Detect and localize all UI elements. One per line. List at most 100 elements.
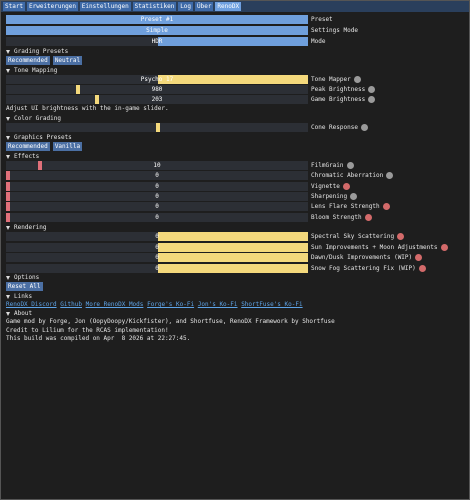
slider-value: 0 — [155, 172, 159, 180]
tab[interactable]: Über — [195, 2, 214, 11]
slider-value: Preset #1 — [140, 16, 174, 23]
slider-label: Bloom Strength — [311, 213, 362, 221]
slider-label: Game Brightness — [311, 96, 366, 103]
slider-grab — [6, 212, 10, 222]
slider[interactable]: 0 — [6, 191, 308, 201]
slider-label: Cone Response — [311, 124, 358, 131]
slider[interactable]: 0 — [6, 242, 308, 252]
slider-label: FilmGrain — [311, 162, 344, 169]
slider[interactable]: Simple — [6, 26, 308, 35]
slider-label: Sun Improvements + Moon Adjustments — [311, 243, 438, 251]
slider-fill — [158, 75, 308, 84]
tab[interactable]: Start — [3, 2, 26, 11]
reset-button[interactable] — [350, 192, 358, 200]
slider-grab — [6, 181, 10, 191]
section-title: Grading Presets — [14, 48, 69, 55]
slider[interactable]: 0 — [6, 181, 308, 191]
about-line: Credit to Lilium for the RCAS implementa… — [6, 326, 169, 334]
slider-grab — [95, 95, 99, 104]
slider[interactable]: 980 — [6, 85, 308, 94]
section-header[interactable]: Color Grading — [4, 114, 466, 123]
slider[interactable]: 0 — [6, 263, 308, 273]
slider-value: HDR — [151, 38, 163, 45]
reset-button[interactable] — [382, 203, 390, 211]
section-header[interactable]: Options — [4, 273, 466, 282]
section-header[interactable]: About — [4, 309, 466, 318]
button[interactable]: Recommended — [6, 142, 50, 151]
button[interactable]: Vanilla — [52, 142, 83, 151]
slider[interactable]: Psycho 17 — [6, 75, 308, 84]
slider[interactable]: 0 — [6, 232, 308, 241]
slider[interactable]: 203 — [6, 95, 308, 104]
slider-fill — [158, 37, 308, 46]
reset-button[interactable] — [440, 243, 448, 251]
about-line: This build was compiled on Apr 8 2026 at… — [6, 335, 191, 342]
link[interactable]: Forge's Ko-Fi — [147, 301, 195, 308]
slider-value: 203 — [151, 96, 163, 103]
reset-button[interactable] — [418, 264, 426, 272]
section-title: Rendering — [14, 224, 47, 231]
slider-label: Spectral Sky Scattering — [311, 233, 395, 240]
button[interactable]: Reset All — [6, 282, 43, 291]
slider-label: Mode — [311, 38, 326, 45]
tab[interactable]: RenoDX — [215, 2, 242, 11]
section-header[interactable]: Rendering — [4, 223, 466, 232]
slider[interactable]: 0 — [6, 202, 308, 212]
button[interactable]: Neutral — [52, 56, 83, 65]
slider-grab — [6, 191, 10, 201]
slider-value: 0 — [155, 264, 159, 272]
section-header[interactable]: Graphics Presets — [4, 133, 466, 142]
slider-label: Chromatic Aberration — [311, 172, 384, 180]
reset-button[interactable] — [397, 233, 405, 240]
slider-grab — [6, 171, 10, 181]
slider[interactable]: 0 — [6, 212, 308, 222]
link[interactable]: More RenoDX Mods — [85, 301, 144, 308]
button[interactable]: Recommended — [6, 56, 50, 65]
link[interactable]: ShortFuse's Ko-Fi — [241, 301, 303, 308]
slider-value: 10 — [153, 162, 161, 169]
slider[interactable]: 0 — [6, 171, 308, 181]
link[interactable]: Jon's Ko-Fi — [197, 301, 238, 308]
reset-button[interactable] — [364, 213, 372, 221]
slider-value: 980 — [151, 86, 163, 93]
section-header[interactable]: Tone Mapping — [4, 66, 466, 75]
reset-button[interactable] — [342, 182, 350, 190]
slider[interactable]: Preset #1 — [6, 15, 308, 24]
reset-button[interactable] — [346, 162, 354, 169]
slider-label: Snow Fog Scattering Fix (WIP) — [311, 264, 416, 272]
note: Adjust UI brightness with the in-game sl… — [6, 105, 169, 112]
slider[interactable]: 10 — [6, 161, 308, 170]
slider-value: 0 — [155, 213, 159, 221]
slider-fill — [6, 26, 308, 35]
section-header[interactable]: Effects — [4, 152, 466, 161]
tab[interactable]: Statistiken — [132, 2, 177, 11]
slider[interactable]: 0 — [6, 253, 308, 262]
slider-fill — [6, 15, 308, 24]
slider-value: 0 — [155, 254, 159, 261]
tab[interactable]: Einstellungen — [79, 2, 131, 11]
slider-label: Vignette — [311, 182, 340, 190]
slider-label: Lens Flare Strength — [311, 203, 380, 211]
reset-button[interactable] — [368, 86, 376, 93]
tab[interactable]: Log — [178, 2, 194, 11]
slider-value: 0 — [155, 243, 159, 251]
reset-button[interactable] — [368, 96, 376, 103]
slider-grab — [76, 85, 80, 94]
slider[interactable]: HDR — [6, 37, 308, 46]
section-header[interactable]: Grading Presets — [4, 47, 466, 56]
link[interactable]: RenoDX Discord — [6, 301, 57, 308]
section-header[interactable]: Links — [4, 292, 466, 301]
slider-value: 0 — [155, 203, 159, 211]
section-title: Graphics Presets — [14, 134, 72, 141]
reset-button[interactable] — [353, 76, 361, 83]
reset-button[interactable] — [386, 172, 394, 180]
slider-fill — [158, 242, 308, 252]
slider-grab — [38, 161, 42, 170]
reset-button[interactable] — [415, 254, 423, 261]
slider-value: 0 — [155, 233, 159, 240]
tab[interactable]: Erweiterungen — [27, 2, 78, 11]
slider[interactable] — [6, 123, 308, 132]
reset-button[interactable] — [361, 124, 369, 131]
link[interactable]: Github — [60, 301, 82, 308]
